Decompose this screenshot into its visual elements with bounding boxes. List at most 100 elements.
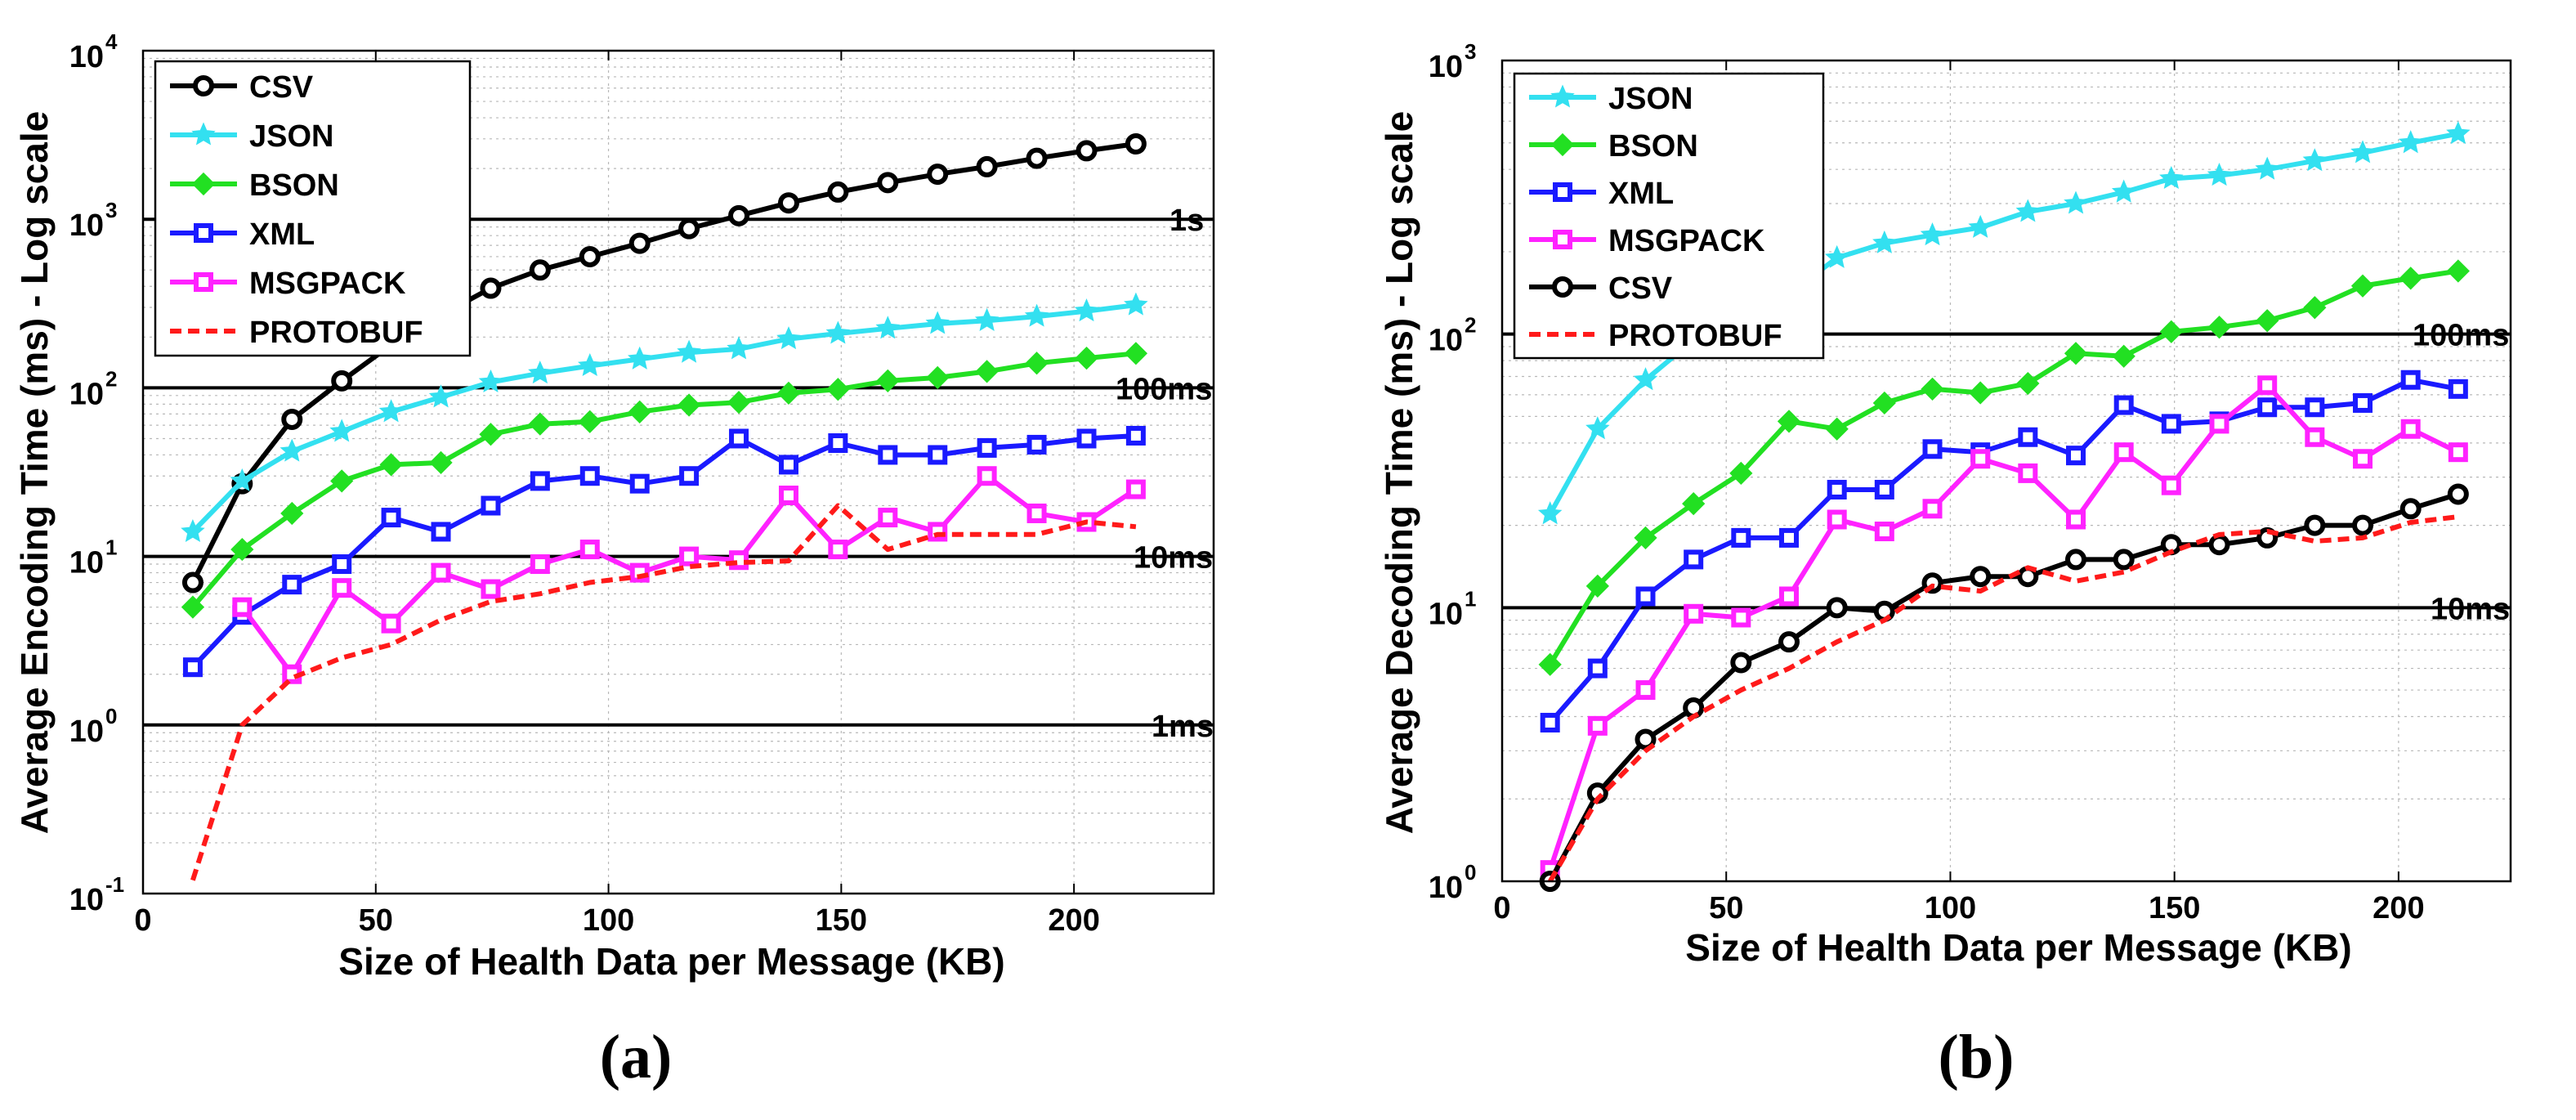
data-point-json (2302, 148, 2328, 172)
y-tick-exponent: 2 (105, 366, 117, 391)
y-tick-label: 10 (69, 377, 104, 411)
panel-label-a: (a) (600, 1023, 673, 1091)
data-point-msgpack (878, 508, 898, 528)
data-point-json (727, 336, 751, 360)
data-point-bson (2207, 316, 2231, 339)
series-protobuf (1548, 514, 2459, 883)
series-layer-b (1537, 121, 2471, 892)
data-point-json (1872, 230, 1897, 253)
data-point-csv (2065, 549, 2087, 571)
data-point-bson (1585, 574, 1609, 598)
data-point-bson (1825, 417, 1849, 441)
legend-label-msgpack: MSGPACK (249, 267, 406, 301)
series-xml (1540, 370, 2468, 732)
data-point-bson (975, 360, 999, 383)
data-point-json (2398, 130, 2423, 154)
y-tick-exponent: -1 (105, 872, 124, 897)
data-point-json (329, 419, 355, 442)
data-point-xml (1779, 527, 1800, 548)
data-point-csv (1778, 631, 1800, 653)
grid-b (1501, 60, 2511, 881)
data-point-xml (1731, 527, 1751, 548)
data-point-msgpack (2161, 475, 2181, 495)
data-point-json (1585, 416, 1610, 440)
legend-item-bson: BSON (170, 168, 339, 203)
data-point-bson (2350, 274, 2375, 298)
data-point-msgpack (481, 579, 501, 599)
data-point-csv (877, 172, 899, 194)
data-point-json (378, 399, 404, 423)
data-point-bson (379, 453, 403, 477)
data-point-xml (928, 445, 948, 465)
legend-marker-msgpack (1553, 230, 1572, 249)
data-point-json (577, 352, 602, 377)
data-point-xml (1540, 712, 1560, 732)
y-tick-exponent: 0 (1465, 860, 1476, 885)
x-tick-label: 50 (359, 903, 393, 938)
data-point-json (2015, 199, 2041, 222)
data-point-json (825, 320, 851, 344)
legend-item-protobuf: PROTOBUF (1529, 319, 1782, 353)
data-point-bson (2256, 309, 2279, 333)
legend-label-xml: XML (1608, 177, 1674, 211)
data-point-csv (2447, 483, 2469, 505)
data-point-csv (281, 408, 303, 430)
data-point-bson (2016, 371, 2040, 396)
data-point-msgpack (2353, 449, 2373, 469)
data-point-xml (282, 575, 302, 595)
data-point-bson (1025, 352, 1049, 375)
data-point-json (2446, 121, 2471, 145)
legend-label-protobuf: PROTOBUF (1608, 319, 1782, 353)
data-point-bson (429, 450, 453, 475)
data-point-bson (578, 410, 602, 433)
data-point-xml (579, 466, 600, 486)
data-point-bson (1634, 526, 1657, 550)
data-point-msgpack (778, 486, 798, 506)
data-point-msgpack (530, 554, 550, 575)
data-point-bson (826, 378, 850, 401)
reference-line-label: 1s (1169, 204, 1204, 238)
data-point-bson (2303, 296, 2327, 320)
data-point-bson (280, 501, 304, 526)
y-tick-exponent: 1 (1465, 586, 1476, 611)
reference-lines-b: 100ms 10ms (1502, 319, 2511, 626)
series-line-msgpack (1547, 383, 2460, 871)
series-json (181, 292, 1148, 543)
legend-item-json: JSON (170, 119, 333, 154)
data-point-bson (1075, 346, 1098, 370)
legend-marker-json (1550, 84, 1575, 108)
data-point-msgpack (381, 613, 401, 634)
data-point-msgpack (332, 578, 352, 598)
data-point-csv (1076, 140, 1098, 162)
series-csv (1539, 483, 2469, 892)
data-point-json (1824, 244, 1849, 268)
data-point-msgpack (1684, 603, 1704, 624)
data-point-bson (1872, 391, 1896, 415)
legend-marker-json (191, 122, 216, 146)
data-point-xml (381, 508, 401, 528)
y-tick-label: 10 (1429, 597, 1463, 631)
data-point-xml (182, 657, 203, 678)
legend-marker-msgpack (194, 272, 213, 292)
data-point-csv (628, 232, 651, 254)
data-point-csv (976, 155, 998, 177)
y-axis-title-a: Average Encoding Time (ms) - Log scale (13, 111, 56, 834)
y-tick-label: 10 (69, 546, 104, 580)
data-point-msgpack (232, 597, 253, 617)
data-point-json (230, 468, 255, 491)
y-tick-label: 10 (69, 715, 104, 749)
series-protobuf (190, 503, 1137, 881)
data-point-msgpack (1026, 503, 1047, 523)
x-axis-title-b: Size of Health Data per Message (KB) (1685, 926, 2351, 969)
data-point-bson (230, 537, 254, 562)
data-point-bson (876, 369, 900, 392)
data-point-json (428, 384, 454, 408)
data-point-msgpack (2257, 375, 2278, 396)
y-axis-title-b: Average Decoding Time (ms) - Log scale (1378, 111, 1420, 834)
reference-line-label: 10ms (2431, 592, 2510, 626)
legend-item-xml: XML (170, 217, 315, 252)
data-point-xml (679, 466, 700, 486)
data-point-json (925, 311, 950, 334)
